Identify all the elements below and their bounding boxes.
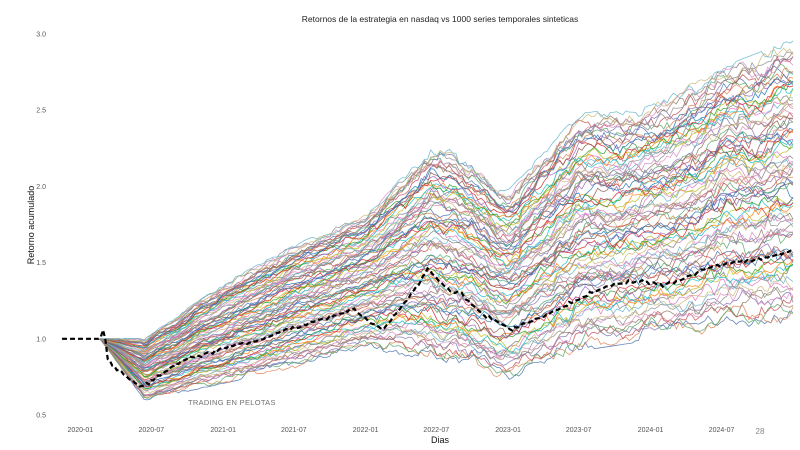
synthetic-series-line [99, 129, 794, 361]
y-tick-label: 2.0 [36, 184, 46, 191]
x-tick-label: 2023-01 [495, 427, 521, 434]
synthetic-series-line [99, 138, 794, 361]
y-tick-label: 2.5 [36, 108, 46, 115]
chart-title: Retornos de la estrategia en nasdaq vs 1… [302, 14, 578, 24]
synthetic-series-line [99, 56, 794, 345]
synthetic-series-line [99, 190, 794, 372]
x-tick-label: 2024-07 [709, 427, 735, 434]
synthetic-series-line [99, 230, 794, 384]
synthetic-series-line [99, 96, 794, 353]
synthetic-series-line [99, 151, 794, 366]
x-tick-label: 2020-01 [67, 427, 93, 434]
synthetic-series-line [99, 258, 794, 390]
synthetic-series-line [99, 117, 794, 362]
synthetic-series-line [99, 60, 794, 342]
synthetic-series-line [99, 182, 794, 369]
y-axis-label: Retorno acumulado [26, 186, 36, 265]
watermark-text: TRADING EN PELOTAS [188, 398, 276, 407]
synthetic-series-line [99, 73, 793, 346]
synthetic-series-line [99, 161, 794, 367]
synthetic-series-line [99, 248, 794, 387]
synthetic-series-line [99, 55, 794, 344]
x-tick-label: 2020-07 [139, 427, 165, 434]
synthetic-series-line [99, 178, 794, 371]
synthetic-series-line [99, 289, 794, 396]
x-tick-label: 2022-07 [423, 427, 449, 434]
synthetic-series-line [99, 285, 794, 396]
synthetic-series-line [99, 174, 794, 372]
synthetic-series-line [99, 272, 794, 392]
synthetic-series-line [99, 223, 794, 383]
synthetic-series-line [99, 304, 794, 399]
synthetic-series-line [99, 181, 794, 370]
synthetic-series-line [99, 152, 794, 366]
strategy-series-line [62, 248, 794, 388]
synthetic-series-line [99, 246, 794, 386]
synthetic-series-line [99, 233, 794, 381]
synthetic-series-line [99, 111, 794, 355]
synthetic-series-line [99, 119, 794, 358]
y-tick-label: 0.5 [36, 413, 46, 420]
x-tick-label: 2021-01 [210, 427, 236, 434]
x-tick-label: 2023-07 [566, 427, 592, 434]
synthetic-series-line [99, 127, 794, 359]
y-tick-label: 1.5 [36, 260, 46, 267]
synthetic-series-line [99, 260, 794, 391]
synthetic-series-line [99, 303, 794, 399]
x-tick-label: 2024-01 [638, 427, 664, 434]
page-number: 28 [756, 427, 765, 436]
synthetic-series-line [99, 139, 794, 363]
synthetic-series-line [99, 197, 794, 379]
synthetic-series-line [99, 115, 794, 357]
synthetic-series-line [99, 251, 794, 388]
x-axis-label: Dias [431, 435, 450, 445]
synthetic-series-line [99, 258, 794, 387]
y-tick-label: 1.0 [36, 336, 46, 343]
synthetic-series-line [99, 286, 794, 397]
x-tick-label: 2022-01 [353, 427, 379, 434]
synthetic-series-line [99, 212, 794, 379]
y-tick-label: 3.0 [36, 32, 46, 39]
synthetic-series-line [99, 40, 794, 342]
synthetic-series-line [99, 51, 794, 343]
synthetic-series-line [99, 274, 794, 393]
x-tick-label: 2021-07 [281, 427, 307, 434]
synthetic-series-line [99, 214, 794, 376]
y-axis-ticks: 0.5 1.0 1.5 2.0 2.5 3.0 [36, 32, 46, 420]
synthetic-series-line [99, 80, 794, 349]
synthetic-series-group [99, 40, 794, 401]
synthetic-series-line [99, 67, 794, 345]
synthetic-series-line [99, 100, 794, 350]
x-axis-ticks: 2020-01 2020-07 2021-01 2021-07 2022-01 2022-… [67, 427, 734, 434]
